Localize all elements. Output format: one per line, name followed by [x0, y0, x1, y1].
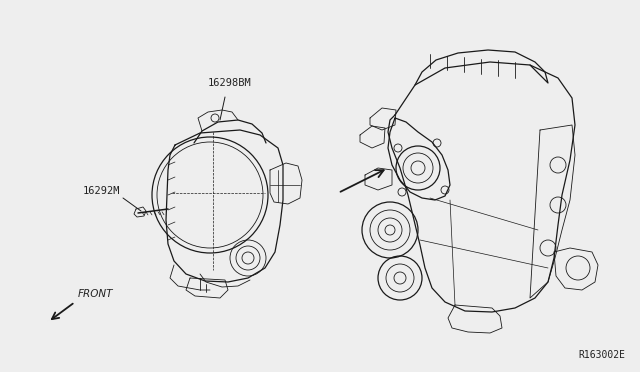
Text: 16292M: 16292M: [83, 186, 120, 196]
Text: FRONT: FRONT: [78, 289, 113, 299]
Polygon shape: [134, 207, 146, 217]
Text: 16298BM: 16298BM: [208, 78, 252, 88]
Text: R163002E: R163002E: [578, 350, 625, 360]
